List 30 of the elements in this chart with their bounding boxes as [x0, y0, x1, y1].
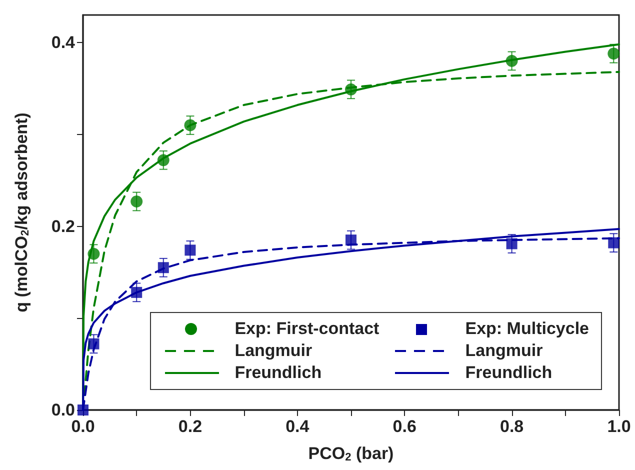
y-tick-label: 0.2	[51, 216, 75, 236]
x-tick-label: 0.0	[71, 417, 95, 436]
x-tick-label: 1.0	[607, 417, 631, 436]
point	[184, 244, 196, 256]
legend-label: Freundlich	[234, 363, 323, 383]
point	[88, 248, 100, 260]
point	[346, 234, 356, 246]
point	[608, 48, 620, 60]
point	[131, 286, 142, 298]
point	[345, 83, 357, 96]
x-tick-label: 0.2	[178, 417, 202, 436]
x-tick-label: 0.8	[500, 417, 524, 436]
point	[506, 238, 518, 250]
y-axis-title: q (molCO2/kg adsorbent)	[12, 112, 32, 312]
legend-label: Exp: First-contact	[234, 319, 380, 339]
point	[158, 262, 169, 274]
y-tick-label: 0.0	[51, 400, 75, 420]
legend-label: Exp: Multicycle	[465, 319, 589, 339]
point	[88, 338, 100, 350]
x-tick-label: 0.6	[392, 417, 416, 436]
y-tick-label: 0.4	[51, 33, 76, 52]
point	[157, 154, 170, 166]
x-tick-label: 0.4	[286, 417, 310, 436]
point	[506, 54, 518, 67]
point	[184, 119, 196, 132]
legend-label: Langmuir	[465, 341, 544, 361]
point	[130, 195, 143, 208]
legend-label: Langmuir	[234, 341, 314, 361]
point	[608, 237, 620, 248]
legend-label: Freundlich	[465, 363, 554, 383]
